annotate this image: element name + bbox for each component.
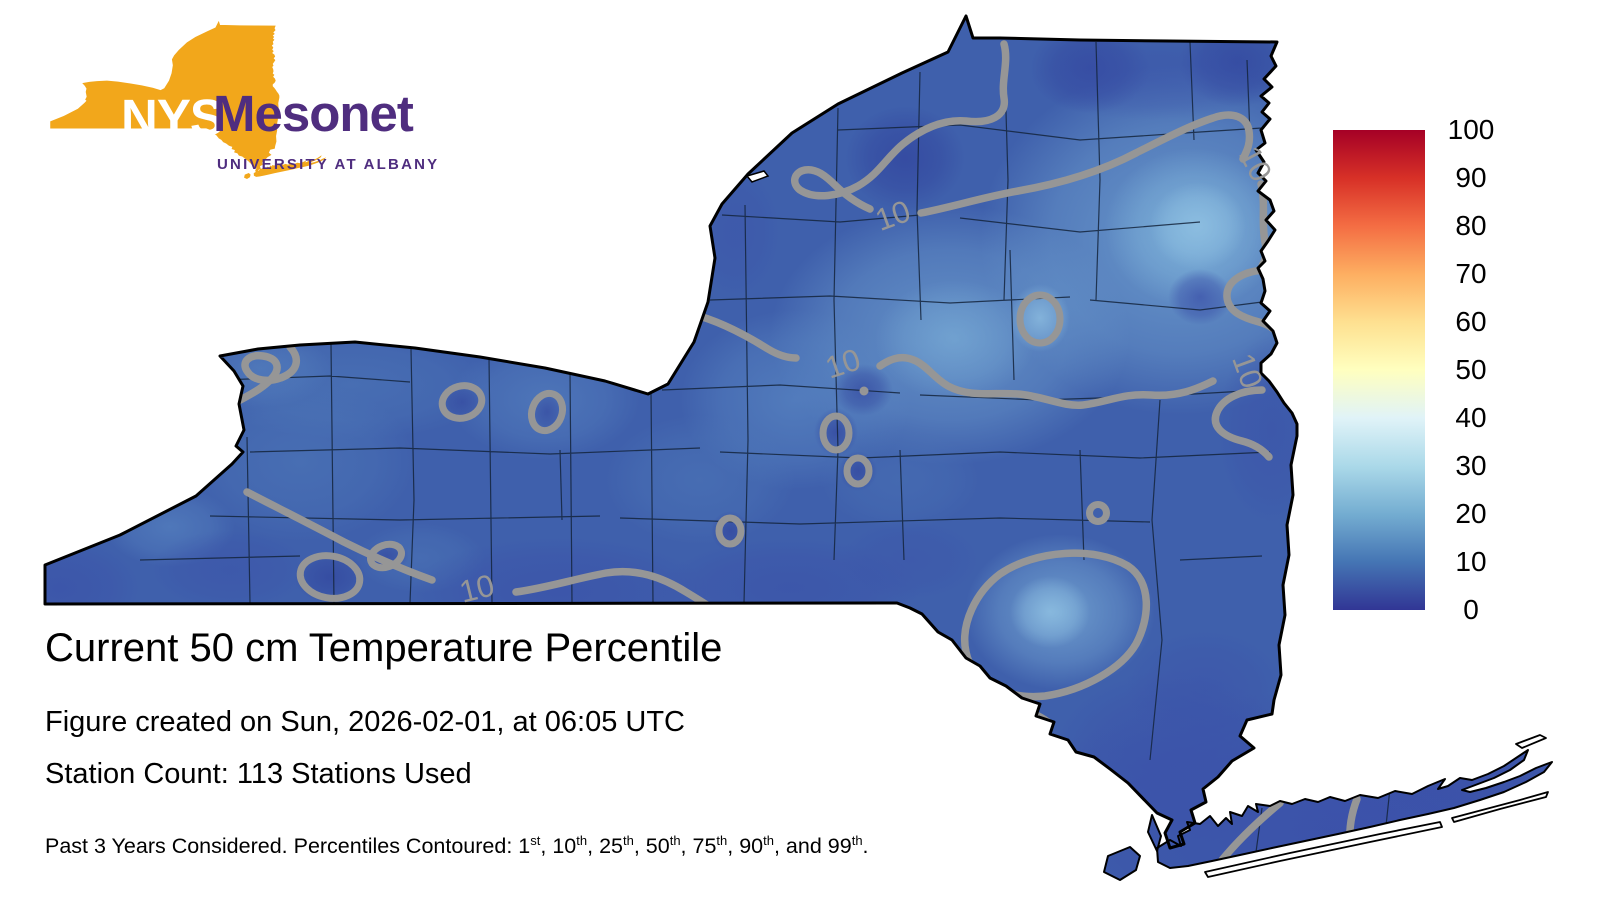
colorbar-tick: 20 (1455, 498, 1487, 529)
percentile-ordinal: 1 (518, 834, 531, 859)
percentile-ordinal: 50 (645, 834, 670, 859)
colorbar-tick: 60 (1455, 306, 1487, 337)
small-lake (745, 170, 770, 183)
colorbar-tick: 70 (1455, 258, 1487, 289)
logo-mesonet-text: Mesonet (213, 85, 414, 142)
percentile-ordinal: 75 (692, 834, 717, 859)
percentile-ordinal: 90 (739, 834, 764, 859)
county-borders (139, 41, 1391, 853)
created-timestamp: Figure created on Sun, 2026-02-01, at 06… (45, 706, 685, 738)
percentile-ordinal: 99 (827, 834, 852, 859)
page-title: Current 50 cm Temperature Percentile (45, 626, 723, 670)
logo-nys-text: NYS (121, 89, 224, 146)
percentile-ordinal: 10 (552, 834, 577, 859)
colorbar-tick: 100 (1447, 114, 1495, 145)
logo-university-text: UNIVERSITY AT ALBANY (217, 156, 440, 173)
colorbar-tick: 30 (1455, 450, 1487, 481)
footer-prefix: Past 3 Years Considered. Percentiles Con… (45, 834, 519, 859)
footer-note: Past 3 Years Considered. Percentiles Con… (45, 833, 869, 859)
colorbar-tick: 50 (1455, 354, 1487, 385)
barrier-islands (1204, 734, 1549, 878)
colorbar (1333, 130, 1425, 610)
colorbar-tick: 90 (1455, 162, 1487, 193)
colorbar-tick: 10 (1455, 546, 1487, 577)
station-count: Station Count: 113 Stations Used (45, 758, 472, 790)
percentile-ordinal: 25 (599, 834, 623, 859)
colorbar-tick: 80 (1455, 210, 1487, 241)
colorbar-tick: 0 (1463, 594, 1479, 625)
colorbar-tick: 40 (1455, 402, 1487, 433)
